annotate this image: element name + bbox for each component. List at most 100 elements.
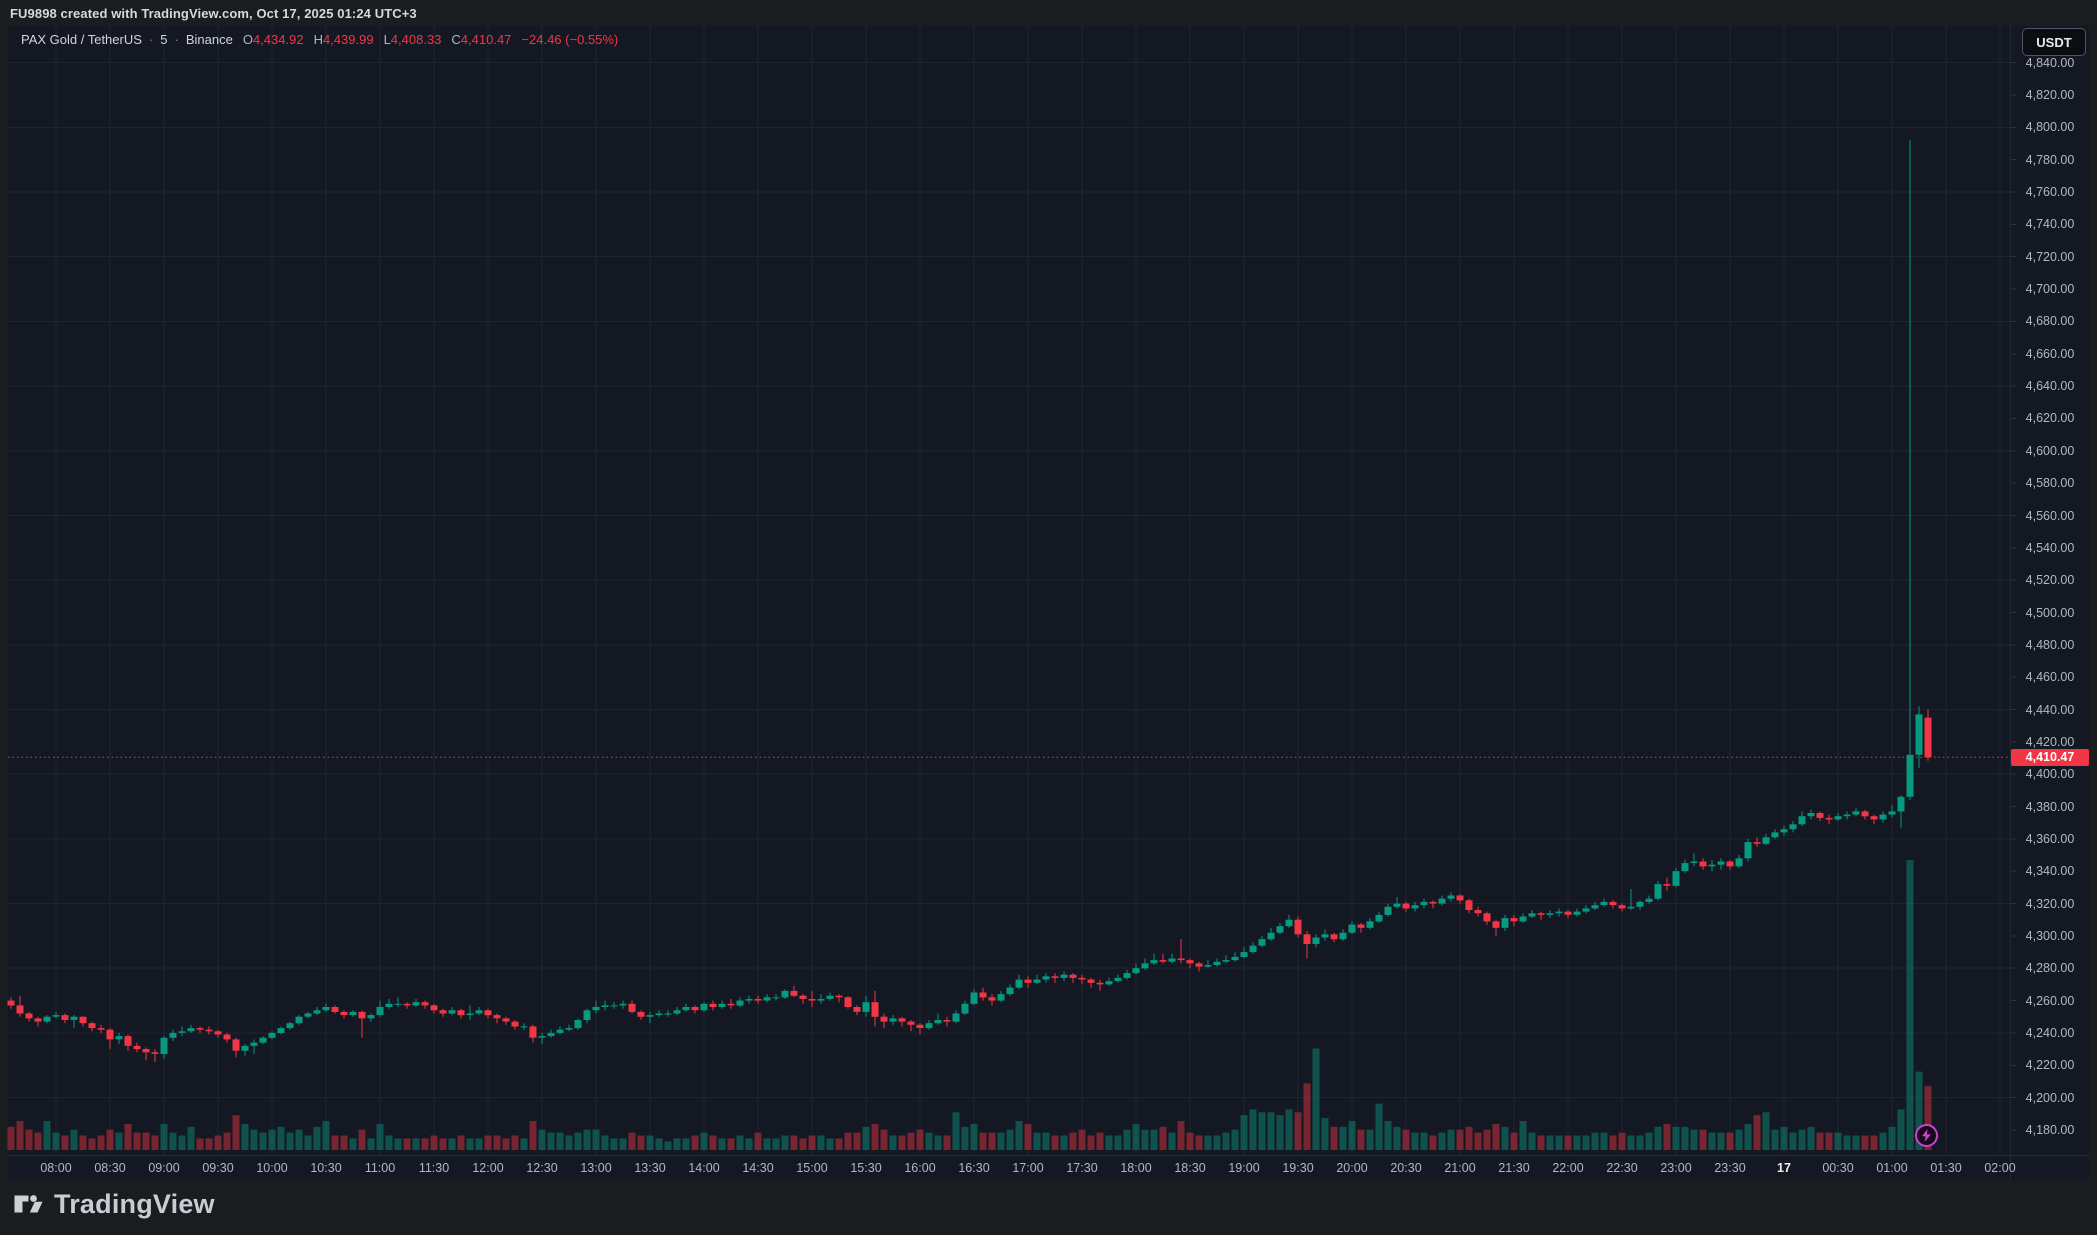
volume-bar — [421, 1138, 429, 1150]
candle-body — [1420, 901, 1428, 906]
price-axis-label: 4,380.00 — [2025, 799, 2075, 814]
price-axis-label: 4,260.00 — [2025, 993, 2075, 1008]
candle-body — [1348, 924, 1356, 933]
volume-bar — [1447, 1129, 1455, 1150]
volume-bar — [655, 1138, 663, 1150]
volume-bar — [799, 1138, 807, 1150]
volume-bar — [1240, 1115, 1248, 1150]
time-axis-label: 15:30 — [850, 1161, 882, 1175]
candle-body — [340, 1011, 348, 1016]
close-value: 4,410.47 — [460, 31, 512, 47]
candle-body — [313, 1010, 321, 1014]
volume-bar — [691, 1135, 699, 1150]
candle-body — [1483, 913, 1491, 922]
volume-bar — [1051, 1135, 1059, 1150]
volume-bar — [1618, 1132, 1626, 1150]
candle-body — [1411, 905, 1419, 909]
chart-area[interactable] — [8, 26, 2089, 1180]
volume-bar — [61, 1135, 69, 1150]
volume-bar — [574, 1132, 582, 1150]
volume-bar — [1501, 1126, 1509, 1150]
volume-bar — [925, 1132, 933, 1150]
interval-label[interactable]: 5 — [160, 31, 168, 47]
volume-bar — [1078, 1129, 1086, 1150]
volume-bar — [1231, 1129, 1239, 1150]
price-axis-label: 4,660.00 — [2025, 346, 2075, 361]
candle-body — [466, 1013, 474, 1016]
price-axis-label: 4,480.00 — [2025, 637, 2075, 652]
candle-body — [97, 1028, 105, 1030]
candle-body — [430, 1005, 438, 1011]
volume-bar — [1555, 1135, 1563, 1150]
candle-body — [583, 1010, 591, 1020]
volume-bar — [1699, 1129, 1707, 1150]
candle-body — [322, 1007, 330, 1011]
candle-body — [502, 1018, 510, 1022]
brand-watermark[interactable]: TradingView — [13, 1188, 215, 1220]
candle-body — [898, 1018, 906, 1022]
time-axis-label: 18:00 — [1120, 1161, 1152, 1175]
volume-bar — [1807, 1126, 1815, 1150]
volume-bar — [1015, 1121, 1023, 1150]
candle-body — [736, 1000, 744, 1006]
volume-bar — [1573, 1135, 1581, 1150]
candle-body — [1897, 796, 1905, 812]
candle-body — [709, 1003, 717, 1007]
time-axis-label: 10:30 — [310, 1161, 342, 1175]
price-axis-label: 4,820.00 — [2025, 88, 2075, 102]
currency-button[interactable]: USDT — [2022, 28, 2086, 56]
time-axis-label: 20:00 — [1336, 1161, 1368, 1175]
price-axis-label: 4,500.00 — [2025, 605, 2075, 620]
legend-separator: · — [148, 31, 154, 47]
symbol-title[interactable]: PAX Gold / TetherUS — [21, 31, 142, 47]
candle-body — [1159, 960, 1167, 962]
price-axis-label: 4,760.00 — [2025, 185, 2075, 200]
volume-bar — [169, 1132, 177, 1150]
volume-bar — [70, 1129, 78, 1150]
price-axis-label: 4,320.00 — [2025, 896, 2075, 911]
candle-body — [1330, 934, 1338, 940]
lightning-bolt-glyph — [1922, 1129, 1931, 1142]
candle-body — [1861, 811, 1869, 817]
volume-bar — [1537, 1135, 1545, 1150]
volume-bar — [250, 1129, 258, 1150]
candle-body — [997, 994, 1005, 1001]
candle-body — [790, 990, 798, 996]
symbol-legend[interactable]: PAX Gold / TetherUS · 5 · Binance O 4,43… — [21, 31, 618, 47]
candle-body — [1852, 811, 1860, 815]
volume-bar — [439, 1138, 447, 1150]
volume-bar — [1582, 1135, 1590, 1150]
volume-bar — [259, 1132, 267, 1150]
volume-bar — [349, 1138, 357, 1150]
candle-body — [1132, 968, 1140, 974]
volume-bar — [952, 1112, 960, 1150]
lightning-icon[interactable] — [1915, 1124, 1938, 1147]
candle-body — [1402, 903, 1410, 909]
volume-bar — [754, 1132, 762, 1150]
time-axis-label: 00:30 — [1822, 1161, 1854, 1175]
exchange-label[interactable]: Binance — [185, 31, 233, 47]
volume-bar — [538, 1129, 546, 1150]
time-axis-label: 23:00 — [1660, 1161, 1692, 1175]
volume-bar — [1492, 1123, 1500, 1150]
candle-body — [952, 1013, 960, 1022]
volume-bar — [394, 1138, 402, 1150]
candle-body — [151, 1052, 159, 1054]
volume-bar — [1276, 1115, 1284, 1150]
attribution-text: FU9898 created with TradingView.com, Oct… — [10, 5, 417, 21]
candle-body — [196, 1028, 204, 1030]
candle-body — [367, 1015, 375, 1019]
time-axis-label: 10:00 — [256, 1161, 288, 1175]
candle-body — [1582, 908, 1590, 912]
volume-bar — [853, 1132, 861, 1150]
volume-bar — [1609, 1135, 1617, 1150]
candle-body — [1393, 903, 1401, 907]
candle-body — [1051, 976, 1059, 978]
price-axis-label: 4,340.00 — [2025, 864, 2075, 879]
candle-body — [673, 1010, 681, 1014]
volume-bar — [1645, 1132, 1653, 1150]
candle-body — [1357, 924, 1365, 928]
high-value: 4,439.99 — [322, 31, 374, 47]
